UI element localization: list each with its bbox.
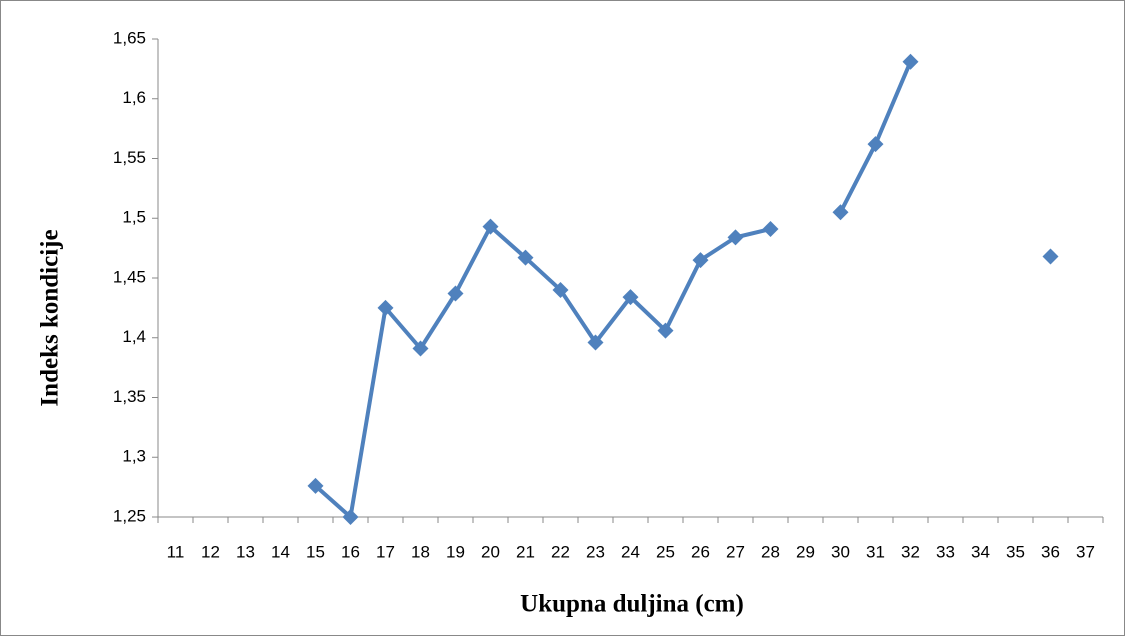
x-tick-label: 14 bbox=[271, 542, 290, 561]
data-point bbox=[622, 289, 639, 306]
x-tick-label: 27 bbox=[726, 542, 745, 561]
x-tick-label: 18 bbox=[411, 542, 430, 561]
y-tick-label: 1,4 bbox=[122, 327, 146, 346]
x-tick-label: 21 bbox=[516, 542, 535, 561]
x-tick-label: 32 bbox=[901, 542, 920, 561]
y-tick-label: 1,6 bbox=[122, 88, 146, 107]
data-point bbox=[517, 249, 534, 266]
y-tick-label: 1,3 bbox=[122, 447, 146, 466]
data-point bbox=[657, 322, 674, 339]
x-tick-label: 16 bbox=[341, 542, 360, 561]
data-point bbox=[482, 218, 499, 235]
x-tick-label: 26 bbox=[691, 542, 710, 561]
y-tick-label: 1,45 bbox=[113, 267, 146, 286]
x-tick-label: 19 bbox=[446, 542, 465, 561]
data-point bbox=[447, 285, 464, 302]
x-tick-label: 22 bbox=[551, 542, 570, 561]
y-tick-label: 1,25 bbox=[113, 506, 146, 525]
y-tick-label: 1,55 bbox=[113, 148, 146, 167]
x-tick-label: 25 bbox=[656, 542, 675, 561]
x-tick-label: 28 bbox=[761, 542, 780, 561]
y-axis-title: Indeks kondicije bbox=[37, 229, 64, 406]
x-tick-label: 36 bbox=[1041, 542, 1060, 561]
x-tick-label: 31 bbox=[866, 542, 885, 561]
x-tick-label: 30 bbox=[831, 542, 850, 561]
x-tick-label: 24 bbox=[621, 542, 640, 561]
data-point bbox=[867, 136, 884, 153]
data-point bbox=[832, 204, 849, 221]
data-point bbox=[727, 229, 744, 246]
data-point bbox=[902, 53, 919, 70]
data-point bbox=[692, 252, 709, 269]
data-point bbox=[412, 340, 429, 357]
y-tick-label: 1,65 bbox=[113, 28, 146, 47]
data-point bbox=[587, 334, 604, 351]
x-tick-label: 33 bbox=[936, 542, 955, 561]
x-tick-label: 29 bbox=[796, 542, 815, 561]
x-tick-label: 20 bbox=[481, 542, 500, 561]
x-tick-label: 35 bbox=[1006, 542, 1025, 561]
y-tick-label: 1,35 bbox=[113, 387, 146, 406]
data-point bbox=[342, 509, 359, 525]
x-tick-label: 34 bbox=[971, 542, 990, 561]
data-point bbox=[762, 221, 779, 238]
x-tick-label: 12 bbox=[201, 542, 220, 561]
data-point bbox=[1042, 248, 1059, 265]
x-axis-title: Ukupna duljina (cm) bbox=[520, 591, 744, 618]
x-tick-label: 17 bbox=[376, 542, 395, 561]
data-point bbox=[307, 477, 324, 494]
x-tick-label: 13 bbox=[236, 542, 255, 561]
data-point bbox=[552, 281, 569, 298]
x-tick-label: 37 bbox=[1076, 542, 1095, 561]
x-tick-label: 11 bbox=[167, 542, 185, 561]
x-tick-label: 15 bbox=[306, 542, 325, 561]
y-tick-label: 1,5 bbox=[122, 208, 146, 227]
data-point bbox=[377, 299, 394, 316]
x-tick-label: 23 bbox=[586, 542, 605, 561]
